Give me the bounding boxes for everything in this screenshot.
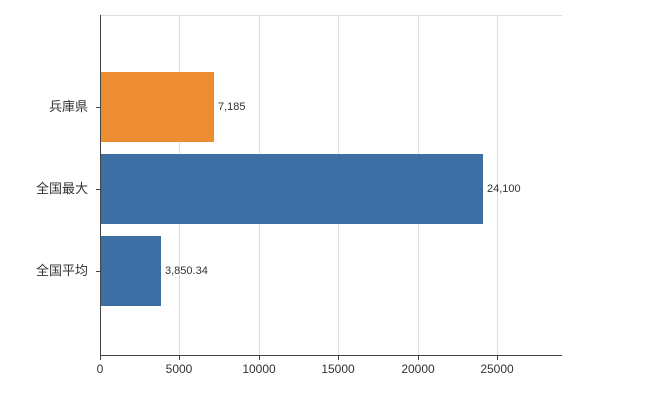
y-tick-mark [96, 189, 100, 190]
x-tick-label: 10000 [242, 362, 276, 376]
x-tick-mark [418, 356, 419, 360]
bar [100, 72, 214, 142]
x-tick-label: 25000 [480, 362, 514, 376]
bar [100, 236, 161, 306]
gridline [497, 15, 498, 355]
x-tick-mark [259, 356, 260, 360]
plot-top-border [100, 15, 562, 16]
bar-value-label: 3,850.34 [165, 265, 208, 277]
y-category-label: 全国最大 [35, 181, 88, 196]
x-tick-mark [100, 356, 101, 360]
x-axis-line [100, 355, 562, 356]
x-tick-mark [179, 356, 180, 360]
y-tick-mark [96, 271, 100, 272]
bar [100, 154, 483, 224]
y-category-label: 兵庫県 [48, 99, 88, 114]
x-tick-label: 20000 [401, 362, 435, 376]
x-tick-mark [497, 356, 498, 360]
plot-area: 7,185 24,100 3,850.34 [100, 15, 562, 355]
x-tick-mark [338, 356, 339, 360]
x-tick-label: 15000 [321, 362, 355, 376]
y-category-label: 全国平均 [35, 263, 88, 278]
x-tick-label: 0 [96, 362, 104, 376]
x-tick-label: 5000 [165, 362, 193, 376]
bar-value-label: 24,100 [487, 183, 521, 195]
y-axis-line [100, 15, 101, 356]
bar-value-label: 7,185 [218, 101, 246, 113]
y-tick-mark [96, 107, 100, 108]
